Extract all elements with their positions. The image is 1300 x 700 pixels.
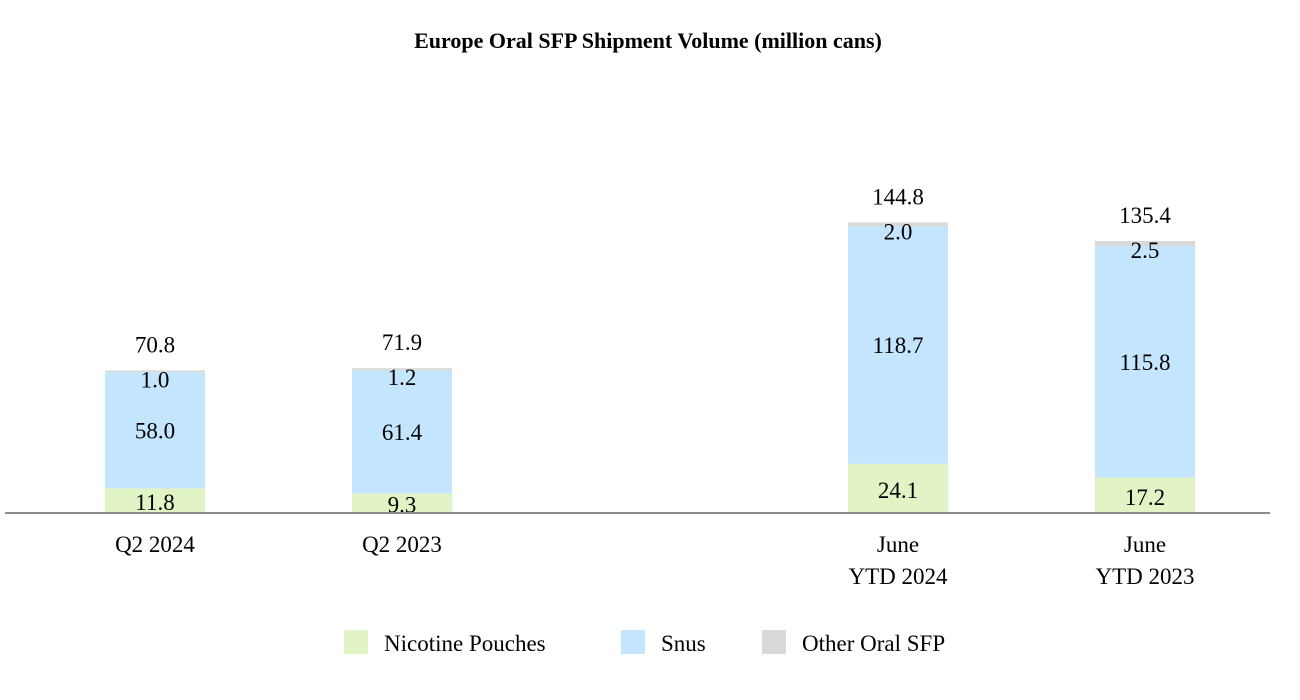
- data-label-snus: 61.4: [382, 420, 423, 445]
- legend-label-snus: Snus: [661, 631, 706, 656]
- legend-swatch-nicotine-pouches: [344, 630, 368, 654]
- total-label: 135.4: [1119, 203, 1171, 228]
- bar-nicotine-pouches: [352, 493, 452, 512]
- total-label: 144.8: [872, 184, 924, 209]
- x-tick-label: June: [1124, 532, 1166, 557]
- data-label-other-oral-sfp: 1.0: [141, 367, 170, 392]
- bar-snus: [848, 226, 948, 464]
- x-tick-label: Q2 2024: [115, 532, 195, 557]
- x-tick-label: Q2 2023: [362, 532, 442, 557]
- bar-snus: [105, 372, 205, 489]
- bar-snus: [352, 370, 452, 494]
- bar-other-oral-sfp: [105, 370, 205, 373]
- bar-nicotine-pouches: [105, 488, 205, 512]
- legend: Nicotine Pouches Snus Other Oral SFP: [344, 630, 945, 656]
- total-label: 71.9: [382, 330, 422, 355]
- bar-nicotine-pouches: [848, 463, 948, 512]
- legend-swatch-other-oral-sfp: [762, 630, 786, 654]
- x-axis-labels: Q2 2024 Q2 2023 June YTD 2024 June YTD 2023: [115, 532, 1194, 589]
- legend-label-other-oral-sfp: Other Oral SFP: [802, 631, 945, 656]
- legend-swatch-snus: [621, 630, 645, 654]
- data-label-snus: 115.8: [1120, 350, 1171, 375]
- bar-other-oral-sfp: [848, 222, 948, 227]
- chart-title: Europe Oral SFP Shipment Volume (million…: [414, 28, 882, 53]
- data-label-snus: 118.7: [873, 333, 924, 358]
- legend-label-nicotine-pouches: Nicotine Pouches: [384, 631, 546, 656]
- data-label-nicotine-pouches: 11.8: [135, 490, 174, 515]
- bars-group: 11.858.01.070.89.361.41.271.924.1118.72.…: [105, 184, 1195, 518]
- bar-other-oral-sfp: [352, 368, 452, 371]
- bar-nicotine-pouches: [1095, 477, 1195, 512]
- data-label-nicotine-pouches: 17.2: [1125, 485, 1165, 510]
- x-tick-label: YTD 2024: [848, 564, 948, 589]
- total-label: 70.8: [135, 332, 175, 357]
- data-label-other-oral-sfp: 1.2: [388, 365, 417, 390]
- x-tick-label: YTD 2023: [1095, 564, 1194, 589]
- bar-snus: [1095, 246, 1195, 478]
- data-label-snus: 58.0: [135, 418, 175, 443]
- bar-other-oral-sfp: [1095, 241, 1195, 246]
- data-label-other-oral-sfp: 2.0: [884, 219, 913, 244]
- x-tick-label: June: [877, 532, 919, 557]
- data-label-other-oral-sfp: 2.5: [1131, 238, 1160, 263]
- data-label-nicotine-pouches: 24.1: [878, 478, 918, 503]
